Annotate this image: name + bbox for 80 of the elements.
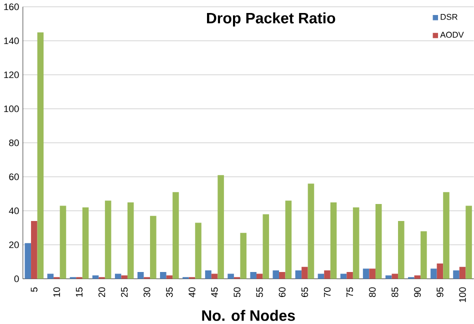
- y-tick-label: 40: [8, 207, 19, 214]
- y-tick-label: 100: [4, 105, 19, 112]
- y-tick-label: 140: [4, 37, 19, 44]
- bar: [114, 274, 122, 279]
- bar: [324, 270, 330, 279]
- bar: [420, 231, 427, 279]
- x-tick-label: 60: [278, 287, 286, 297]
- chart-title: Drop Packet Ratio: [207, 12, 336, 26]
- y-tick-label: 20: [9, 241, 19, 248]
- bar: [392, 274, 398, 279]
- x-tick-label: 55: [256, 287, 263, 297]
- bar: [60, 206, 66, 279]
- bar: [150, 216, 156, 279]
- x-tick-label: 80: [369, 287, 376, 297]
- x-tick-label: 10: [53, 287, 60, 297]
- bar: [459, 266, 466, 279]
- x-tick-label: 35: [166, 287, 173, 297]
- bar: [205, 270, 212, 279]
- y-tick-label: 80: [9, 139, 19, 146]
- bar: [436, 263, 444, 279]
- x-tick-label: 20: [98, 287, 106, 297]
- x-tick-label: 100: [459, 287, 466, 302]
- x-tick-label: 75: [346, 287, 354, 297]
- bar: [250, 272, 256, 279]
- bar: [240, 232, 246, 279]
- x-tick-label: 70: [324, 287, 331, 297]
- bar: [121, 275, 128, 279]
- bar: [430, 268, 437, 279]
- legend-label: DSR: [440, 14, 458, 20]
- bar: [308, 183, 314, 279]
- x-tick-label: 50: [234, 287, 240, 297]
- x-tick-label: 30: [144, 287, 150, 297]
- x-tick-label: 15: [76, 287, 83, 297]
- legend-label: AODV: [440, 32, 464, 38]
- bar: [272, 270, 280, 279]
- bar: [398, 220, 404, 279]
- bar: [172, 192, 179, 279]
- x-tick-label: 95: [436, 287, 444, 297]
- bar: [47, 274, 54, 279]
- bar: [302, 266, 308, 279]
- bar: [31, 220, 38, 279]
- bar: [453, 270, 460, 279]
- x-tick-label: 90: [414, 287, 421, 297]
- bar: [340, 274, 347, 279]
- bar: [24, 242, 32, 279]
- bar: [104, 200, 112, 279]
- bar: [346, 272, 353, 279]
- bar: [195, 222, 202, 279]
- bar: [211, 274, 218, 279]
- bar: [369, 268, 376, 279]
- bar: [330, 202, 337, 279]
- bar: [256, 274, 263, 279]
- bar: [218, 174, 224, 279]
- bar: [318, 274, 324, 279]
- bar: [37, 32, 44, 279]
- x-tick-label: 40: [188, 287, 196, 298]
- bar: [262, 214, 270, 279]
- x-tick-label: 45: [211, 287, 218, 298]
- y-tick-label: 0: [14, 275, 19, 282]
- bar: [285, 200, 292, 279]
- x-tick-label: 5: [30, 287, 38, 292]
- bar: [352, 207, 360, 279]
- bar: [375, 204, 382, 279]
- bar: [279, 272, 286, 279]
- bar: [82, 207, 89, 279]
- bar: [228, 274, 234, 279]
- x-tick-label: 85: [392, 287, 398, 297]
- bar: [362, 268, 370, 279]
- y-tick-label: 120: [4, 71, 19, 78]
- bar: [127, 202, 134, 279]
- x-tick-label: 25: [121, 287, 128, 297]
- bar: [295, 270, 302, 279]
- x-axis-title: No. of Nodes: [202, 310, 295, 321]
- bar: [466, 206, 472, 279]
- y-tick-label: 60: [9, 173, 19, 180]
- x-tick-label: 65: [301, 287, 308, 297]
- y-tick-label: 160: [4, 3, 19, 10]
- bar: [160, 272, 166, 279]
- bar: [443, 192, 450, 279]
- bar: [137, 272, 144, 279]
